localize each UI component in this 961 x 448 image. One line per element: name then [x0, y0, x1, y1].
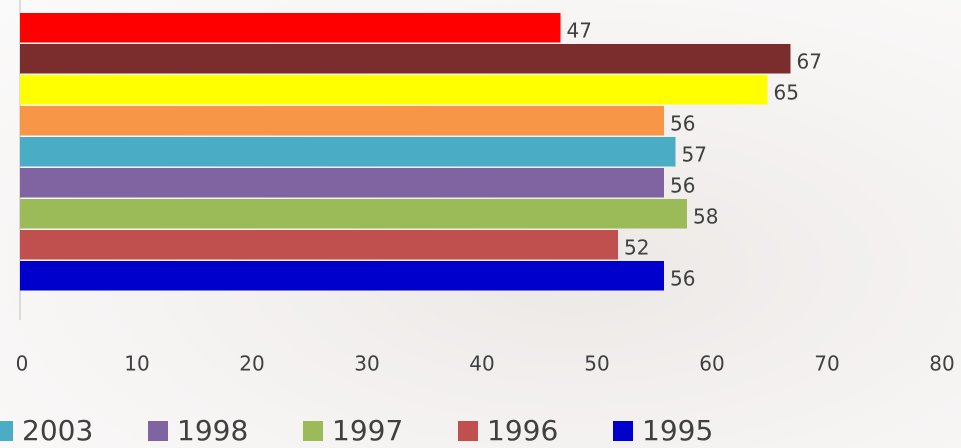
data-label: 56	[670, 266, 695, 290]
bar	[20, 44, 791, 74]
legend-swatch	[148, 421, 168, 441]
legend-label: 1998	[177, 414, 248, 447]
x-tick-label: 70	[814, 352, 839, 376]
bar	[20, 137, 676, 167]
x-tick-label: 0	[16, 352, 29, 376]
bar	[20, 106, 664, 136]
data-label: 57	[682, 142, 707, 166]
legend-swatch	[0, 421, 13, 441]
x-tick-label: 60	[699, 352, 724, 376]
data-label: 65	[774, 80, 799, 104]
legend-swatch	[458, 421, 478, 441]
x-tick-label: 20	[239, 352, 264, 376]
legend-label: 1997	[332, 414, 403, 447]
data-label: 56	[670, 173, 695, 197]
data-label: 52	[624, 235, 649, 259]
x-tick-label: 80	[929, 352, 954, 376]
bar	[20, 13, 561, 43]
x-tick-label: 40	[469, 352, 494, 376]
x-tick-label: 50	[584, 352, 609, 376]
data-label: 58	[693, 204, 718, 228]
bar	[20, 199, 687, 229]
x-tick-label: 10	[124, 352, 149, 376]
legend-label: 1996	[487, 414, 558, 447]
data-label: 47	[567, 18, 592, 42]
bar	[20, 168, 664, 198]
bar	[20, 230, 618, 260]
data-label: 67	[797, 49, 822, 73]
data-label: 56	[670, 111, 695, 135]
bar	[20, 261, 664, 291]
legend-swatch	[613, 421, 633, 441]
bar	[20, 75, 768, 105]
legend-swatch	[303, 421, 323, 441]
legend-label: 1995	[642, 414, 713, 447]
x-tick-label: 30	[354, 352, 379, 376]
legend-label: 2003	[22, 414, 93, 447]
